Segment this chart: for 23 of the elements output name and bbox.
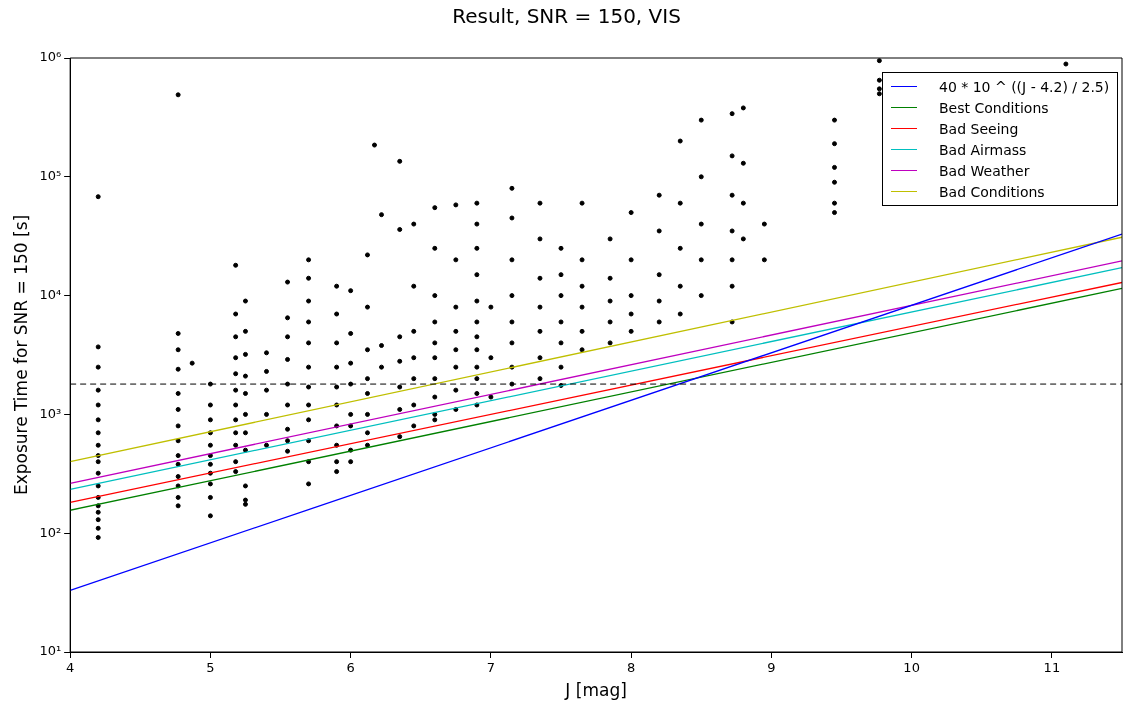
- x-tick-label: 11: [1043, 660, 1061, 676]
- y-axis-title: Exposure Time for SNR = 150 [s]: [10, 214, 31, 496]
- chart-title: Result, SNR = 150, VIS: [452, 4, 681, 29]
- x-tick-label: 4: [66, 660, 75, 676]
- legend-label: Bad Conditions: [939, 183, 1045, 200]
- legend-label: Bad Seeing: [939, 120, 1019, 137]
- legend-label: Best Conditions: [939, 99, 1049, 116]
- y-tick-label: 10⁵: [39, 168, 62, 184]
- x-tick-label: 6: [346, 660, 355, 676]
- x-tick-label: 7: [486, 660, 496, 676]
- legend-label: Bad Airmass: [939, 141, 1027, 158]
- x-tick-label: 8: [627, 660, 636, 676]
- x-tick-label: 5: [206, 660, 215, 676]
- x-axis-title: J [mag]: [564, 680, 627, 701]
- legend-label: 40 * 10 ^ ((J - 4.2) / 2.5): [939, 78, 1110, 95]
- legend-label: Bad Weather: [939, 162, 1030, 179]
- y-tick-label: 10²: [39, 524, 62, 540]
- x-tick-label: 9: [767, 660, 776, 676]
- y-tick-label: 10³: [39, 405, 62, 421]
- x-tick-label: 10: [903, 660, 920, 676]
- y-tick-label: 10¹: [39, 643, 62, 659]
- y-tick-label: 10⁴: [39, 286, 62, 302]
- y-tick-label: 10⁶: [39, 49, 62, 65]
